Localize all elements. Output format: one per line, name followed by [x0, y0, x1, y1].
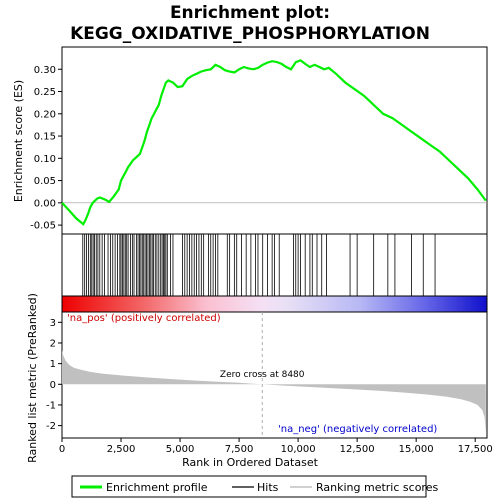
es-y-tick-label: 0.25 — [34, 87, 56, 98]
chart-title-line2: KEGG_OXIDATIVE_PHOSPHORYLATION — [70, 24, 430, 44]
x-tick-label: 12,500 — [340, 444, 375, 455]
zero-cross-label: Zero cross at 8480 — [220, 370, 305, 380]
es-y-tick-label: 0.00 — [34, 198, 56, 209]
positive-correlation-label: 'na_pos' (positively correlated) — [67, 313, 221, 324]
legend: Enrichment profile Hits Ranking metric s… — [71, 475, 438, 498]
hits-panel — [61, 233, 488, 297]
legend-enrichment-label: Enrichment profile — [106, 481, 208, 494]
ranking-color-bar — [61, 295, 488, 313]
metric-y-tick-label: 3 — [50, 318, 56, 329]
negative-correlation-label: 'na_neg' (negatively correlated) — [278, 424, 437, 435]
metric-y-tick-label: -1 — [46, 400, 56, 411]
es-y-tick-label: 0.30 — [34, 65, 56, 76]
metric-y-tick-label: 1 — [50, 359, 56, 370]
x-tick-label: 7,500 — [225, 444, 254, 455]
enrichment-profile-line — [61, 59, 487, 226]
x-axis-ticks: 0 2,500 5,000 7,500 10,000 12,500 15,000 17,500 — [59, 438, 493, 455]
legend-ranking-label: Ranking metric scores — [316, 481, 438, 494]
ranking-metric-area — [62, 350, 486, 433]
es-y-ticks: -0.05 0.00 0.05 0.10 0.15 0.20 0.25 0.30 — [30, 65, 62, 232]
es-y-tick-label: 0.15 — [34, 132, 56, 143]
x-tick-label: 17,500 — [458, 444, 493, 455]
x-tick-label: 2,500 — [107, 444, 136, 455]
ranked-metric-panel: -2 -1 0 1 2 3 'na_pos' (positively correlated… — [26, 293, 488, 463]
metric-y-tick-label: 0 — [50, 380, 56, 391]
chart-title-line1: Enrichment plot: — [170, 3, 330, 23]
x-tick-label: 15,000 — [399, 444, 434, 455]
x-tick-label: 5,000 — [166, 444, 195, 455]
es-y-tick-label: 0.10 — [34, 154, 56, 165]
metric-panel-frame — [61, 311, 488, 439]
metric-y-axis-label: Ranked list metric (PreRanked) — [26, 293, 39, 463]
metric-y-ticks: -2 -1 0 1 2 3 — [46, 318, 62, 432]
es-panel: -0.05 0.00 0.05 0.10 0.15 0.20 0.25 0.30 Enrich… — [12, 46, 488, 235]
x-axis-label: Rank in Ordered Dataset — [182, 456, 319, 469]
es-y-tick-label: -0.05 — [30, 221, 56, 232]
metric-y-tick-label: 2 — [50, 338, 56, 349]
legend-hits-label: Hits — [257, 481, 279, 494]
x-tick-label: 10,000 — [281, 444, 316, 455]
metric-y-tick-label: -2 — [46, 421, 56, 432]
es-y-tick-label: 0.20 — [34, 109, 56, 120]
hit-lines — [82, 234, 436, 296]
es-y-axis-label: Enrichment score (ES) — [12, 80, 25, 202]
es-y-tick-label: 0.05 — [34, 176, 56, 187]
x-tick-label: 0 — [59, 444, 65, 455]
